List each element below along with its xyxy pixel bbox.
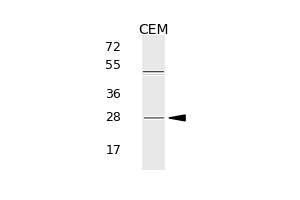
Text: 55: 55	[105, 59, 121, 72]
Text: CEM: CEM	[139, 23, 169, 37]
Polygon shape	[169, 115, 185, 121]
Text: 72: 72	[105, 41, 121, 54]
Text: 17: 17	[105, 144, 121, 157]
Bar	[142, 35, 165, 170]
Text: 28: 28	[105, 111, 121, 124]
Text: 36: 36	[106, 88, 121, 101]
